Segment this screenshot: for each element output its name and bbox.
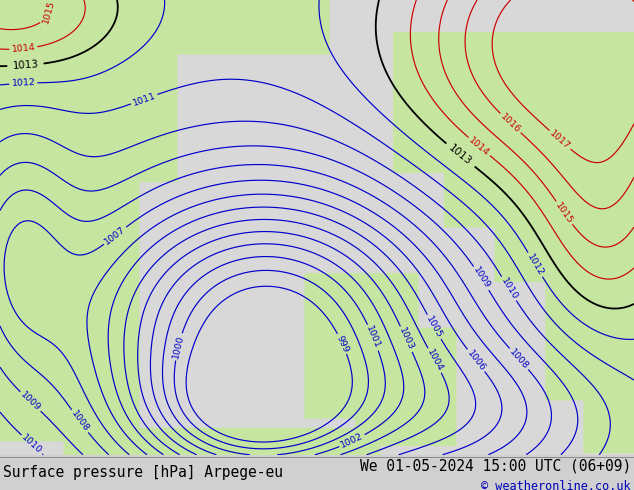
Text: 999: 999	[335, 334, 350, 354]
Text: 1011: 1011	[131, 91, 157, 107]
Text: Surface pressure [hPa] Arpege-eu: Surface pressure [hPa] Arpege-eu	[3, 465, 283, 480]
Text: 1000: 1000	[171, 334, 186, 360]
Text: We 01-05-2024 15:00 UTC (06+09): We 01-05-2024 15:00 UTC (06+09)	[359, 459, 631, 474]
Text: © weatheronline.co.uk: © weatheronline.co.uk	[481, 480, 631, 490]
Text: 1010: 1010	[20, 433, 44, 456]
Text: 1005: 1005	[424, 314, 444, 340]
Text: 1014: 1014	[11, 43, 36, 54]
Text: 1008: 1008	[508, 347, 530, 371]
Text: 1001: 1001	[365, 325, 382, 350]
Text: 1002: 1002	[339, 432, 365, 450]
Text: 1012: 1012	[11, 78, 36, 88]
Text: 1013: 1013	[447, 143, 474, 167]
Text: 1015: 1015	[553, 200, 574, 225]
Text: 1016: 1016	[498, 112, 522, 135]
Text: 1009: 1009	[18, 390, 42, 413]
Text: 1013: 1013	[12, 59, 39, 71]
Text: 1014: 1014	[467, 135, 491, 158]
Text: 1017: 1017	[548, 128, 572, 151]
Text: 1009: 1009	[471, 266, 491, 291]
Text: 1007: 1007	[103, 225, 127, 246]
Text: 1006: 1006	[465, 348, 487, 373]
Text: 1010: 1010	[499, 276, 519, 301]
Text: 1012: 1012	[525, 252, 545, 277]
Text: 1003: 1003	[397, 326, 415, 352]
Text: 1015: 1015	[41, 0, 56, 25]
Text: 1004: 1004	[425, 348, 444, 373]
Text: 1008: 1008	[69, 409, 91, 434]
